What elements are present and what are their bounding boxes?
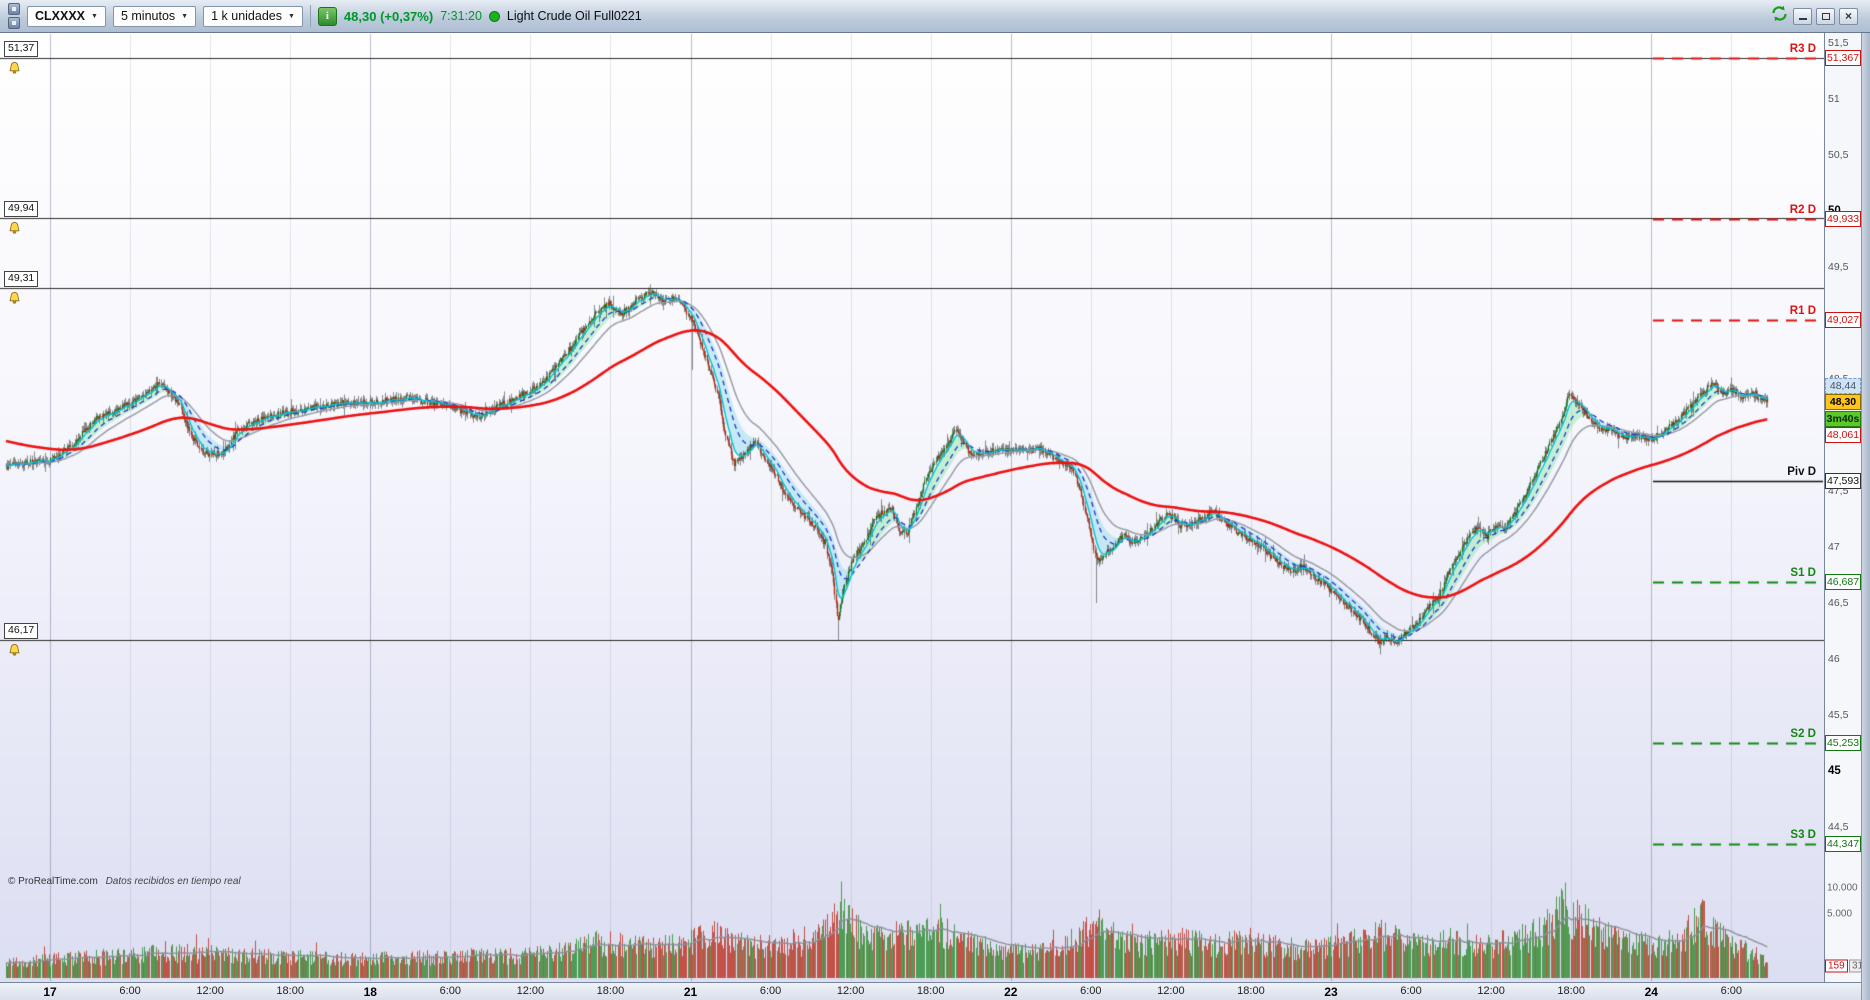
toolbar-mini-icons [8,3,20,29]
alert-bell-icon[interactable] [7,221,22,236]
alert-price-label[interactable]: 49,31 [4,271,39,288]
chevron-down-icon: ▼ [287,12,295,20]
restore-button[interactable] [1816,7,1835,25]
symbol-dropdown[interactable]: CLXXXX ▼ [27,5,106,27]
alert-bell-icon[interactable] [7,291,22,306]
alert-bell-icon[interactable] [7,61,22,76]
chart-toolbar: CLXXXX ▼ 5 minutos ▼ 1 k unidades ▼ i 48… [0,0,1870,33]
data-feed-note: © ProRealTime.com Datos recibidos en tie… [8,876,241,887]
close-icon: × [1844,9,1852,23]
alert-bell-icon[interactable] [7,643,22,658]
close-button[interactable]: × [1839,7,1858,25]
window-frame [1861,0,1870,1000]
alert-price-label[interactable]: 46,17 [4,622,39,639]
time-axis[interactable] [0,982,1862,1000]
last-quote: 48,30 (+0,37%) [343,8,434,24]
alert-price-label[interactable]: 49,94 [4,200,39,217]
symbol-label: CLXXXX [35,9,86,23]
chevron-down-icon: ▼ [181,12,189,20]
price-axis[interactable] [1824,33,1863,982]
info-icon[interactable]: i [317,6,337,26]
timeframe-dropdown[interactable]: 5 minutos ▼ [112,5,197,27]
workspace-icon[interactable] [8,3,20,15]
units-dropdown[interactable]: 1 k unidades ▼ [203,5,303,27]
live-status-icon [488,10,500,22]
refresh-sync-icon[interactable] [1770,5,1789,27]
chevron-down-icon: ▼ [91,12,98,20]
units-label: 1 k unidades [211,9,282,23]
alert-price-label[interactable]: 51,37 [4,40,39,57]
copyright-label: © ProRealTime.com [8,876,98,887]
toolbar-separator [309,5,311,27]
chart-menu-icon[interactable] [8,17,20,29]
timeframe-label: 5 minutos [120,9,176,23]
instrument-name: Light Crude Oil Full0221 [506,9,642,23]
minimize-button[interactable] [1793,7,1812,25]
feed-status-label: Datos recibidos en tiempo real [105,876,241,887]
quote-time: 7:31:20 [440,9,482,23]
